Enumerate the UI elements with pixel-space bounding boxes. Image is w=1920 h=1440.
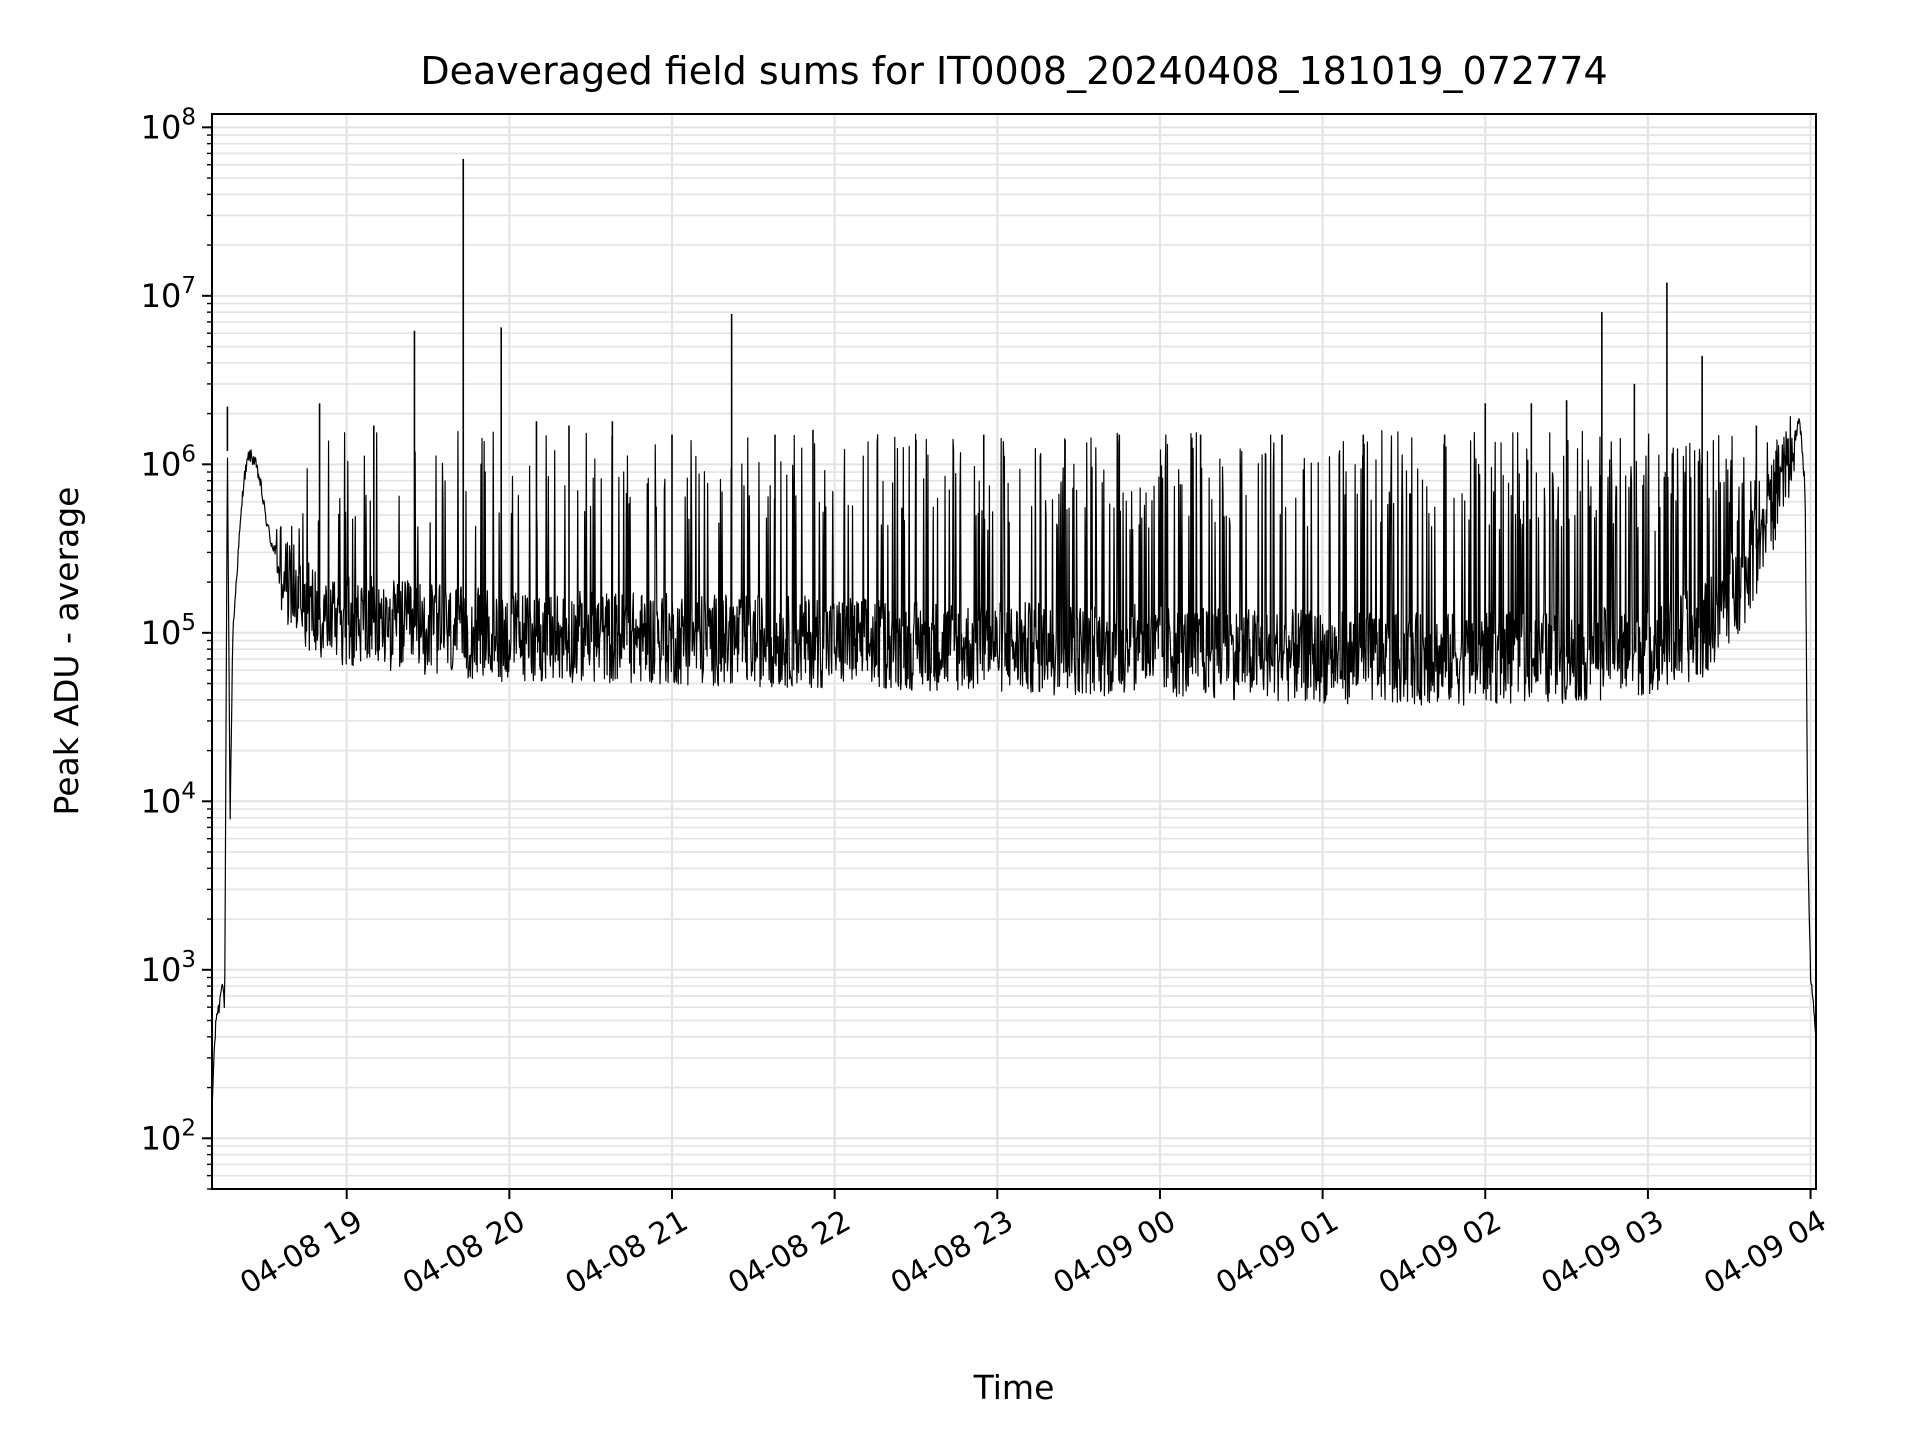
y-tick-label: 105 bbox=[141, 610, 196, 652]
y-tick-label: 103 bbox=[141, 947, 196, 989]
chart-title: Deaveraged field sums for IT0008_2024040… bbox=[420, 49, 1607, 93]
y-axis-label: Peak ADU - average bbox=[47, 487, 86, 816]
y-tick-label: 106 bbox=[141, 441, 196, 483]
series-line bbox=[211, 416, 1817, 1108]
y-tick-label: 108 bbox=[141, 104, 196, 146]
x-axis-label: Time bbox=[973, 1368, 1055, 1407]
y-tick-label: 107 bbox=[141, 273, 196, 315]
series-layer bbox=[211, 158, 1817, 1108]
plot-frame bbox=[211, 113, 1817, 1190]
y-tick-label: 104 bbox=[141, 778, 196, 820]
y-tick-label: 102 bbox=[141, 1115, 196, 1157]
